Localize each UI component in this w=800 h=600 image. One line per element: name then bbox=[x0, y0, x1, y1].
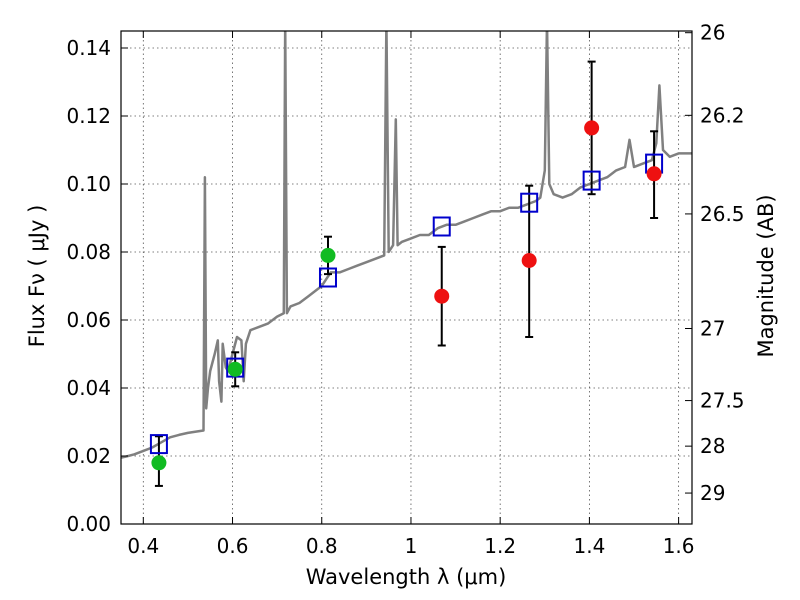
model-photometry-square bbox=[582, 170, 601, 191]
x-tick-label: 0.8 bbox=[306, 534, 338, 558]
model-photometry-square bbox=[520, 192, 539, 213]
y2-tick-label: 27.5 bbox=[700, 389, 745, 413]
y-tick-label: 0.04 bbox=[66, 376, 111, 400]
axis-ticks: 0.4 0.6 0.8 1 1.2 1.4 1.6 0.00 0.02 0.04 0.06 0.08 0… bbox=[66, 21, 744, 558]
y2-tick-label: 28 bbox=[700, 434, 725, 458]
infrared-detections-point bbox=[521, 253, 537, 268]
x-tick-label: 0.6 bbox=[217, 534, 249, 558]
y-tick-label: 0.12 bbox=[66, 104, 111, 128]
model-photometry-square bbox=[149, 434, 168, 455]
y2-tick-label: 26 bbox=[700, 21, 725, 45]
y-axis-label: Flux Fν ( μJy ) bbox=[25, 205, 49, 348]
y-tick-label: 0.14 bbox=[66, 36, 111, 60]
x-tick-label: 0.4 bbox=[127, 534, 159, 558]
model-photometry-square bbox=[432, 216, 451, 237]
optical-detections-point bbox=[227, 361, 243, 377]
x-tick-label: 1.2 bbox=[484, 534, 516, 558]
y2-tick-label: 27 bbox=[700, 317, 725, 341]
infrared-detections-point bbox=[434, 288, 450, 304]
optical-detections-point bbox=[320, 247, 336, 263]
infrared-detections-point bbox=[584, 120, 600, 136]
model-photometry-square bbox=[318, 267, 337, 288]
infrared-detections-point bbox=[646, 166, 662, 182]
grid bbox=[121, 31, 692, 524]
y-tick-label: 0.06 bbox=[66, 308, 111, 332]
y-tick-label: 0.00 bbox=[66, 512, 111, 536]
y-tick-label: 0.02 bbox=[66, 444, 111, 468]
x-tick-label: 1.4 bbox=[573, 534, 605, 558]
y-tick-label: 0.10 bbox=[66, 172, 111, 196]
y2-axis-label: Magnitude (AB) bbox=[754, 194, 778, 357]
x-axis-label: Wavelength λ (μm) bbox=[306, 565, 507, 589]
plot-frame bbox=[120, 30, 693, 525]
y2-tick-label: 26.2 bbox=[700, 103, 745, 127]
x-tick-label: 1 bbox=[405, 534, 418, 558]
y-tick-label: 0.08 bbox=[66, 240, 111, 264]
model-spectrum-line bbox=[121, 31, 692, 459]
optical-detections-point bbox=[151, 455, 167, 471]
plot-area bbox=[121, 31, 692, 487]
y2-tick-label: 26.5 bbox=[700, 202, 745, 226]
x-tick-label: 1.6 bbox=[663, 534, 695, 558]
y2-tick-label: 29 bbox=[700, 481, 725, 505]
